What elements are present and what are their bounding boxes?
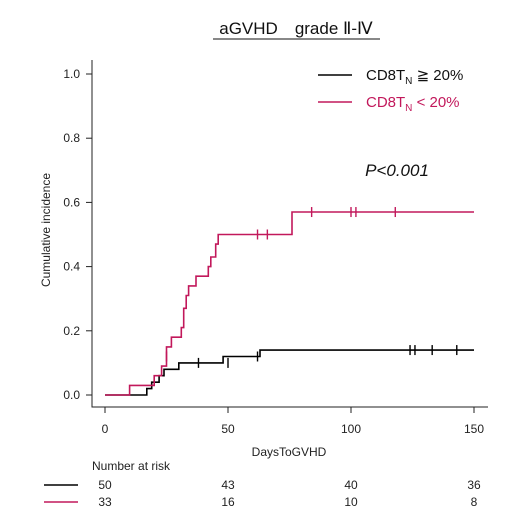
- chart-title: aGVHD grade Ⅱ-Ⅳ: [219, 19, 373, 38]
- x-tick-label: 0: [102, 422, 109, 436]
- risk-value: 43: [221, 478, 235, 492]
- x-axis-ticks: 0 50 100 150: [102, 407, 484, 436]
- x-axis-label: DaysToGVHD: [252, 445, 327, 459]
- risk-value: 16: [221, 495, 235, 509]
- legend: CD8TN ≧ 20% CD8TN < 20%: [318, 67, 463, 114]
- y-tick-label: 0.8: [63, 131, 80, 145]
- y-tick-label: 1.0: [63, 67, 80, 81]
- legend-label-2: CD8TN < 20%: [366, 94, 460, 114]
- y-tick-label: 0.6: [63, 195, 80, 209]
- y-tick-label: 0.4: [63, 260, 80, 274]
- series-line-2: [105, 211, 474, 396]
- series-line-1: [105, 349, 474, 396]
- plot-frame: [91, 60, 488, 408]
- series-layer: [105, 207, 474, 396]
- risk-value: 50: [98, 478, 112, 492]
- legend-label-1: CD8TN ≧ 20%: [366, 67, 463, 87]
- y-tick-label: 0.2: [63, 324, 80, 338]
- risk-value: 40: [344, 478, 358, 492]
- risk-value: 33: [98, 495, 112, 509]
- y-axis-label: Cumulative incidence: [39, 173, 53, 287]
- risk-table: 50 43 40 36 33 16 10 8: [44, 478, 481, 509]
- x-tick-label: 100: [341, 422, 361, 436]
- y-axis-ticks: 0.0 0.2 0.4 0.6 0.8 1.0: [63, 67, 92, 402]
- p-value-annotation: P<0.001: [365, 161, 429, 180]
- x-tick-label: 50: [221, 422, 235, 436]
- risk-value: 8: [471, 495, 478, 509]
- risk-table-title: Number at risk: [92, 459, 171, 473]
- y-tick-label: 0.0: [63, 388, 80, 402]
- risk-value: 10: [344, 495, 358, 509]
- risk-value: 36: [467, 478, 481, 492]
- x-tick-label: 150: [464, 422, 484, 436]
